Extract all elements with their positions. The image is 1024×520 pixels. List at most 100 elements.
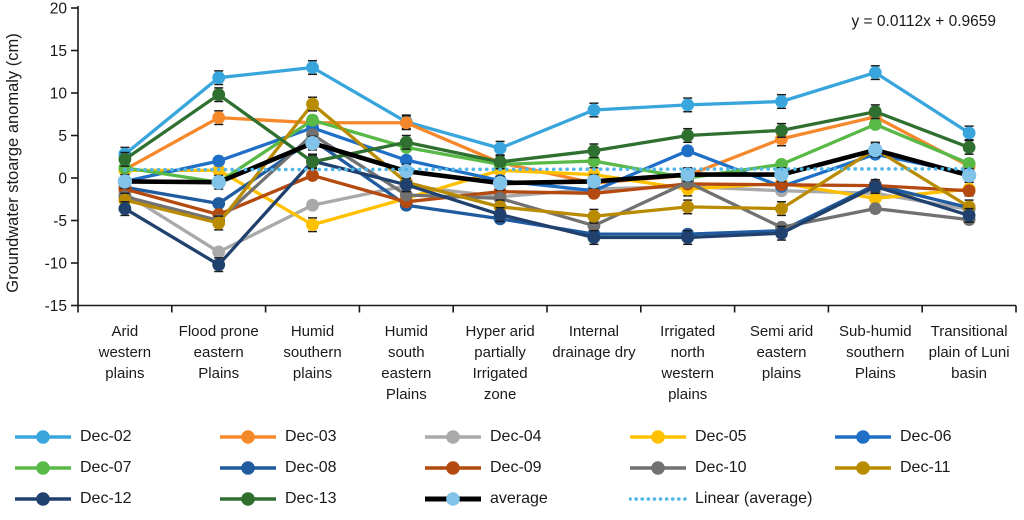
legend-item-average: average <box>424 490 629 508</box>
legend-item-dec-10: Dec-10 <box>629 459 834 477</box>
y-tick-label: 0 <box>58 170 67 187</box>
x-category-label: Irrigated <box>660 323 715 340</box>
legend-item-linear-average-: Linear (average) <box>629 490 834 508</box>
data-point-Dec-03 <box>212 111 226 125</box>
data-point-Dec-06 <box>681 144 695 158</box>
data-point-average <box>305 135 320 151</box>
data-point-Dec-04 <box>212 245 226 259</box>
data-point-Dec-05 <box>306 218 319 232</box>
legend-label: Dec-02 <box>80 427 132 445</box>
y-tick-label: -10 <box>45 255 68 272</box>
trendline-linear-average <box>123 167 971 172</box>
data-point-Dec-12 <box>212 258 226 272</box>
data-point-Dec-03 <box>399 116 413 130</box>
data-point-Dec-12 <box>775 226 788 240</box>
data-point-Dec-13 <box>212 88 226 102</box>
data-point-Dec-05 <box>868 192 882 205</box>
data-point-Dec-12 <box>493 208 507 221</box>
trendline-equation: y = 0.0112x + 0.9659 <box>851 13 997 30</box>
data-point-Dec-07 <box>962 157 976 170</box>
x-category-label: Plains <box>855 365 896 382</box>
data-point-Dec-06 <box>399 153 413 167</box>
series-line-Dec-13 <box>123 93 971 164</box>
x-category-label: zone <box>484 386 517 403</box>
x-category-label: Hyper arid <box>465 323 534 340</box>
x-category-label: drainage dry <box>552 344 636 361</box>
y-tick-label: 15 <box>50 43 67 60</box>
x-category-label: Arid <box>112 323 139 340</box>
data-point-Dec-12 <box>962 209 976 222</box>
data-point-Dec-13 <box>775 123 788 137</box>
x-category-label: Irrigated <box>473 365 528 382</box>
data-point-Dec-13 <box>306 155 319 169</box>
x-category-label: plains <box>668 386 707 403</box>
groundwater-anomaly-line-chart: -15 -10 -5 0 5 10 15 20 Arid western plains Flood p… <box>45 0 1017 403</box>
legend-label: Dec-11 <box>900 458 951 476</box>
x-category-label: Plains <box>198 365 239 382</box>
x-category-label: Sub-humid <box>839 323 912 340</box>
data-point-Dec-13 <box>493 155 507 169</box>
legend-swatch-icon <box>629 496 687 501</box>
data-point-Dec-12 <box>587 231 601 244</box>
legend-item-dec-13: Dec-13 <box>219 490 424 508</box>
data-point-average <box>774 167 789 182</box>
data-point-Dec-02 <box>587 103 601 117</box>
data-point-Dec-04 <box>306 198 319 212</box>
x-category-label: southern <box>846 344 904 361</box>
x-category-label: western <box>98 344 152 361</box>
series-line-Dec-12 <box>123 159 971 267</box>
legend-item-dec-07: Dec-07 <box>14 459 219 477</box>
x-category-label: Internal <box>569 323 619 340</box>
data-point-average <box>680 167 695 182</box>
data-point-Dec-07 <box>868 118 882 131</box>
x-category-label: Flood prone <box>179 323 259 340</box>
x-category-label: Transitional <box>931 323 1008 340</box>
data-point-Dec-06 <box>212 154 226 168</box>
legend-swatch-icon <box>220 491 276 506</box>
legend-item-dec-11: Dec-11 <box>834 459 1018 477</box>
x-category-label: plain of Luni <box>929 344 1010 361</box>
data-point-Dec-08 <box>212 197 226 210</box>
legend-label: Dec-07 <box>80 458 132 476</box>
x-category-label: southern <box>283 344 341 361</box>
x-category-label: plains <box>105 365 144 382</box>
data-point-Dec-11 <box>212 216 226 230</box>
legend-swatch-icon <box>630 460 686 475</box>
legend-item-dec-05: Dec-05 <box>629 428 834 446</box>
x-category-label: eastern <box>194 344 244 361</box>
data-point-average <box>211 175 226 190</box>
x-category-label: south <box>388 344 425 361</box>
data-point-average <box>586 174 602 189</box>
legend-swatch-icon <box>220 429 276 444</box>
data-point-Dec-12 <box>399 178 413 192</box>
series-line-Dec-07 <box>123 118 971 184</box>
legend-swatch-icon <box>630 429 686 444</box>
legend-item-dec-06: Dec-06 <box>834 428 1018 446</box>
series-line-Dec-09 <box>123 173 971 217</box>
legend-swatch-icon <box>220 460 276 475</box>
data-point-Dec-02 <box>962 126 976 140</box>
legend-label: Linear (average) <box>695 489 813 507</box>
x-category-label: Humid <box>385 323 428 340</box>
x-category-label: Humid <box>291 323 334 340</box>
legend-swatch-icon <box>835 429 891 444</box>
data-point-average <box>961 168 977 183</box>
legend-swatch-icon <box>15 491 71 506</box>
series-line-Dec-02 <box>123 65 971 156</box>
x-category-label: western <box>660 365 714 382</box>
data-point-Dec-07 <box>306 113 319 127</box>
data-point-Dec-02 <box>306 61 319 74</box>
x-category-label: eastern <box>756 344 806 361</box>
legend-label: Dec-03 <box>285 427 337 445</box>
x-category-label: plains <box>293 365 332 382</box>
legend-label: average <box>490 489 548 507</box>
legend-label: Dec-08 <box>285 458 337 476</box>
legend-swatch-icon <box>15 460 71 475</box>
x-category-label: Plains <box>386 386 427 403</box>
data-point-Dec-11 <box>587 209 601 223</box>
data-point-average <box>492 175 508 191</box>
legend-swatch-icon <box>425 460 481 475</box>
data-point-Dec-09 <box>306 169 319 182</box>
data-point-Dec-13 <box>587 144 601 158</box>
data-point-Dec-09 <box>587 186 601 200</box>
